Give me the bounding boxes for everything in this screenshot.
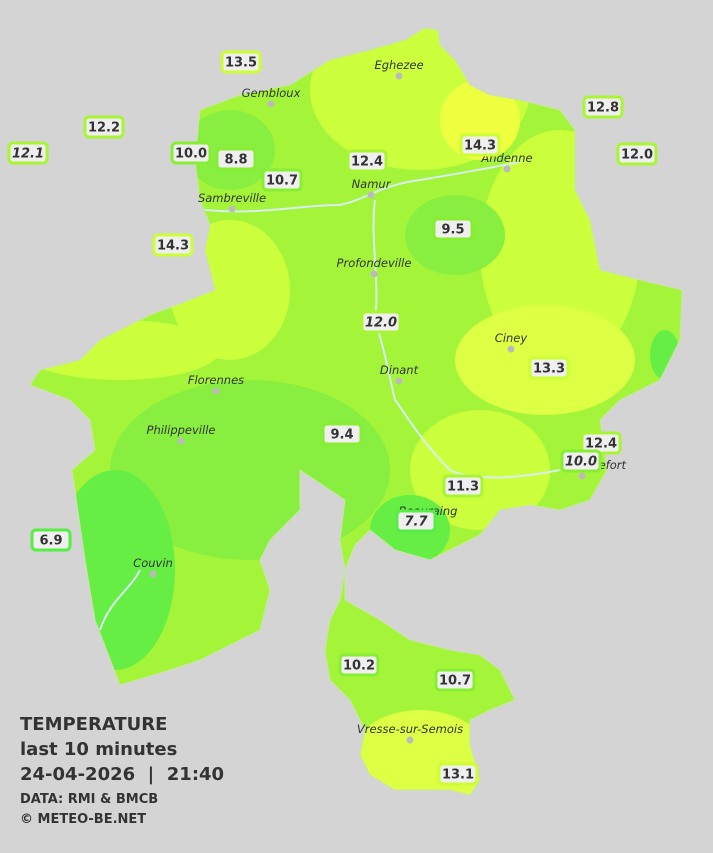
- city-label: Profondeville: [337, 256, 412, 270]
- legend-datetime: 24-04-2026 | 21:40: [20, 764, 224, 785]
- city-dot: [228, 205, 236, 213]
- station-box: [437, 762, 479, 786]
- station-temperature: 12.2: [88, 121, 120, 136]
- city-label: Philippeville: [147, 423, 216, 437]
- city-label: Dinant: [380, 363, 419, 377]
- city-dot: [149, 570, 157, 578]
- legend: TEMPERATURE last 10 minutes 24-04-2026 |…: [20, 714, 224, 827]
- station-temperature: 9.4: [330, 428, 353, 443]
- station-temperature: 10.7: [266, 174, 298, 189]
- station-temperature: 10.2: [343, 659, 375, 674]
- station-temperature: 11.3: [447, 480, 479, 495]
- station-box: [261, 168, 303, 192]
- legend-credit: © METEO-BE.NET: [20, 812, 146, 827]
- city-label: Sambreville: [198, 191, 266, 205]
- city-dot: [406, 736, 414, 744]
- station-box: [360, 310, 402, 334]
- city-dot: [503, 165, 511, 173]
- station-box: [346, 149, 388, 173]
- city-label: Vresse-sur-Semois: [357, 722, 463, 736]
- city-label: Eghezee: [374, 58, 423, 72]
- station-box: [7, 141, 49, 165]
- station-temperature: 6.9: [39, 534, 62, 549]
- city-dot: [212, 387, 220, 395]
- station-box: [442, 474, 484, 498]
- station-temperature: 13.1: [442, 768, 474, 783]
- legend-title: TEMPERATURE: [20, 714, 167, 735]
- station-temperature: 10.0: [565, 455, 597, 470]
- city-label: Gembloux: [242, 86, 301, 100]
- city-dot: [367, 191, 375, 199]
- city-dot: [507, 345, 515, 353]
- city-label: Florennes: [188, 373, 244, 387]
- station-box: [582, 95, 624, 119]
- station-temperature: 14.3: [157, 239, 189, 254]
- legend-subtitle: last 10 minutes: [20, 739, 177, 760]
- city-dot: [370, 270, 378, 278]
- city-dot: [395, 72, 403, 80]
- station-box: [83, 115, 125, 139]
- station-box: [395, 509, 437, 533]
- station-temperature: 10.7: [439, 674, 471, 689]
- station-temperature: 12.0: [365, 316, 397, 331]
- station-temperature: 12.0: [621, 148, 653, 163]
- legend-source: DATA: RMI & BMCB: [20, 792, 158, 807]
- station-temperature: 12.1: [12, 147, 44, 162]
- station-box: [432, 217, 474, 241]
- station-temperature: 12.8: [587, 101, 619, 116]
- station-box: [220, 50, 262, 74]
- city-dot: [177, 437, 185, 445]
- station-box: [528, 356, 570, 380]
- station-temperature: 13.5: [225, 56, 257, 71]
- city-label: Namur: [352, 177, 392, 191]
- station-box: [30, 528, 72, 552]
- station-temperature: 12.4: [351, 155, 383, 170]
- city-dot: [578, 472, 586, 480]
- station-box: [338, 653, 380, 677]
- station-box: [321, 422, 363, 446]
- station-box: [616, 142, 658, 166]
- station-temperature: 13.3: [533, 362, 565, 377]
- station-temperature: 14.3: [464, 139, 496, 154]
- station-box: [459, 133, 501, 157]
- city-dot: [395, 377, 403, 385]
- city-label: Ciney: [495, 331, 528, 345]
- station-box: [152, 233, 194, 257]
- station-box: [170, 141, 212, 165]
- station-temperature: 10.0: [175, 147, 207, 162]
- station-temperature: 7.7: [404, 515, 428, 530]
- station-temperature: 12.4: [585, 437, 617, 452]
- city-label: Couvin: [133, 556, 173, 570]
- station-box: [215, 147, 257, 171]
- station-box: [434, 668, 476, 692]
- station-box: [560, 449, 602, 473]
- city-dot: [267, 100, 275, 108]
- station-temperature: 9.5: [441, 223, 464, 238]
- station-temperature: 8.8: [224, 153, 247, 168]
- stations: 13.5 12.2 12.1 10.0 8.8 10.7 12.4 14.3 12.8 12.0 9…: [7, 50, 658, 786]
